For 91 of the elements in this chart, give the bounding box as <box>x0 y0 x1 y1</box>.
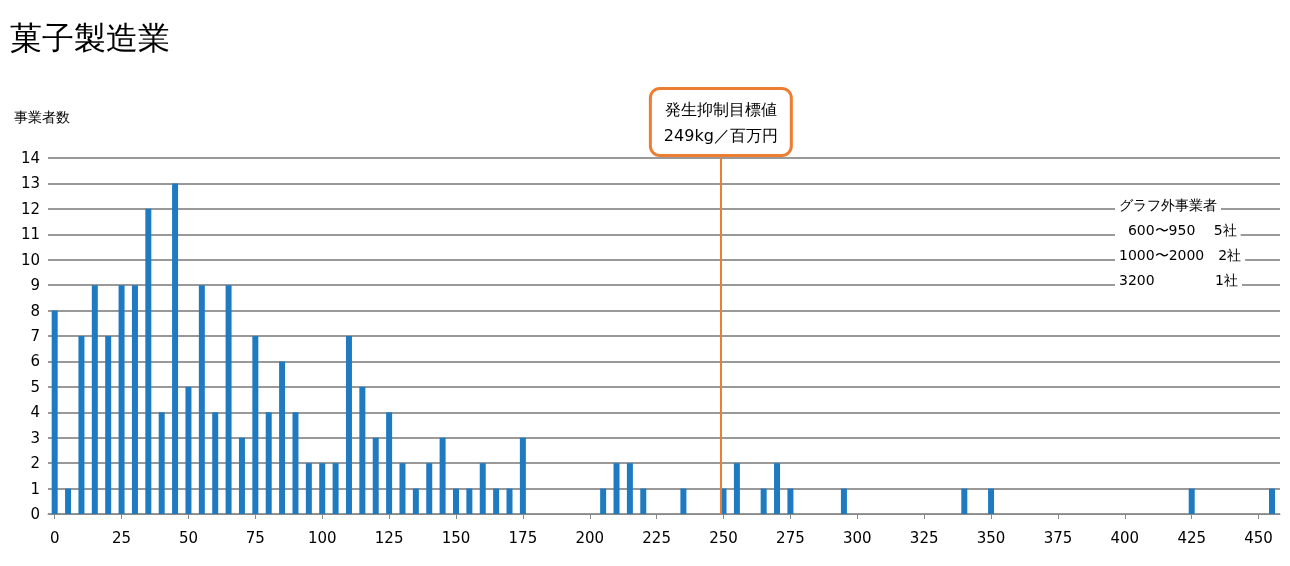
y-tick-label: 3 <box>30 428 40 447</box>
x-tick-label: 425 <box>1177 528 1207 547</box>
bar <box>613 463 620 514</box>
x-tick-label: 325 <box>909 528 939 547</box>
bar <box>680 488 687 514</box>
bar <box>292 412 299 514</box>
bar <box>439 437 446 514</box>
x-tick-label: 225 <box>642 528 671 547</box>
bar <box>319 463 326 514</box>
bar <box>506 488 513 514</box>
bar <box>212 412 219 514</box>
bar <box>519 437 526 514</box>
x-tick-label: 75 <box>245 528 265 547</box>
y-tick-label: 4 <box>30 403 40 422</box>
bar <box>252 336 259 514</box>
y-tick-label: 8 <box>30 301 40 320</box>
bar <box>185 386 192 514</box>
bar <box>426 463 433 514</box>
bar <box>78 336 85 514</box>
bar <box>640 488 647 514</box>
bar <box>158 412 165 514</box>
bar <box>372 437 379 514</box>
bar <box>131 285 138 514</box>
y-tick-label: 10 <box>20 250 40 269</box>
bar <box>787 488 794 514</box>
bar <box>359 386 366 514</box>
y-tick-label: 9 <box>30 276 40 295</box>
y-tick-label: 2 <box>30 454 40 473</box>
bar <box>265 412 272 514</box>
bar <box>466 488 473 514</box>
bar <box>145 208 152 514</box>
ref-line-label: 発生抑制目標値 249kg／百万円 <box>663 99 778 145</box>
bar <box>1268 488 1275 514</box>
x-tick-label: 450 <box>1244 528 1273 547</box>
bar <box>840 488 847 514</box>
bar <box>305 463 312 514</box>
bar <box>493 488 500 514</box>
bar <box>238 437 245 514</box>
bar <box>51 310 58 514</box>
bar <box>988 488 995 514</box>
x-tick-label: 350 <box>976 528 1006 547</box>
y-tick-label: 13 <box>20 174 40 193</box>
y-tick-label: 12 <box>20 199 40 218</box>
bar <box>600 488 607 514</box>
bar <box>774 463 781 514</box>
y-tick-label: 7 <box>30 327 40 345</box>
y-tick-label: 5 <box>30 377 40 396</box>
bar <box>172 183 179 514</box>
x-tick-label: 400 <box>1110 528 1140 547</box>
x-tick-label: 200 <box>575 528 605 547</box>
annotation: 600〜950 5社 <box>1119 222 1237 238</box>
x-tick-label: 125 <box>374 528 404 547</box>
bar <box>412 488 419 514</box>
x-tick-label: 100 <box>307 528 337 547</box>
bar <box>1188 488 1195 514</box>
x-tick-label: 275 <box>776 528 805 547</box>
x-tick-label: 250 <box>709 528 738 547</box>
y-tick-label: 11 <box>20 225 40 244</box>
bar <box>479 463 486 514</box>
bar <box>760 488 767 514</box>
y-tick-label: 1 <box>30 479 40 498</box>
chart-title: 菓子製造業 <box>10 19 170 57</box>
bar <box>345 336 352 514</box>
bar <box>279 361 286 514</box>
bar <box>332 463 339 514</box>
bar <box>961 488 968 514</box>
bar <box>91 285 98 514</box>
bar <box>399 463 406 514</box>
annotation: 1000〜2000 2社 <box>1119 247 1242 263</box>
y-tick-label: 0 <box>30 505 40 523</box>
x-tick-label: 50 <box>178 528 198 547</box>
bar <box>198 285 205 514</box>
bar <box>105 336 112 514</box>
bar <box>225 285 232 514</box>
annotation: 3200 1社 <box>1119 272 1238 288</box>
x-tick-label: 150 <box>441 528 471 547</box>
bar <box>452 488 459 514</box>
y-tick-label: 6 <box>30 352 40 371</box>
x-tick-label: 300 <box>842 528 872 547</box>
bar <box>733 463 740 514</box>
bar <box>626 463 633 514</box>
y-tick-label: 14 <box>20 149 40 167</box>
x-tick-label: 175 <box>508 528 538 547</box>
bar <box>118 285 125 514</box>
x-tick-label: 25 <box>112 528 132 547</box>
y-axis-title: 事業者数 <box>14 109 70 125</box>
bar <box>65 488 72 514</box>
x-tick-label: 0 <box>49 528 60 547</box>
bar <box>386 412 393 514</box>
x-tick-label: 375 <box>1043 528 1073 547</box>
annotation: グラフ外事業者 <box>1119 197 1217 213</box>
